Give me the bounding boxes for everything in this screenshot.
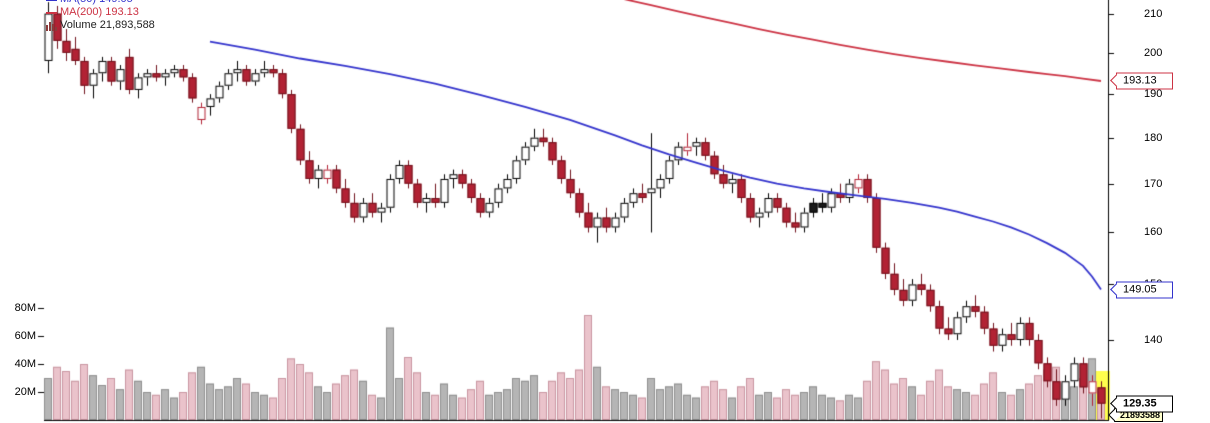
legend-ma200: MA(200) 193.13 <box>46 6 155 19</box>
price-callout: 193.13 <box>1116 72 1173 90</box>
price-tick-label: 170 <box>1144 177 1163 190</box>
legend-ma50: MA(50) 149.05 <box>46 0 155 6</box>
volume-bars-icon <box>46 21 57 31</box>
legend-ma200-label: MA(200) 193.13 <box>60 6 139 18</box>
price-tick-label: 140 <box>1144 333 1163 346</box>
volume-tick-label: 80M <box>14 302 36 314</box>
price-tick-label: 200 <box>1144 46 1163 59</box>
ma200-line-swatch <box>46 11 57 14</box>
legend-volume-label: Volume 21,893,588 <box>60 19 155 31</box>
chart-legend: MA(50) 149.05 MA(200) 193.13 Volume 21,8… <box>46 0 155 32</box>
legend-volume: Volume 21,893,588 <box>46 19 155 32</box>
price-tick-label: 210 <box>1144 7 1163 20</box>
price-tick-label: 190 <box>1144 88 1163 101</box>
price-callout: 129.35 <box>1116 395 1173 413</box>
price-callout: 149.05 <box>1116 281 1173 299</box>
legend-ma50-label: MA(50) 149.05 <box>60 0 133 6</box>
volume-tick-label: 20M <box>14 386 36 398</box>
volume-tick-label: 60M <box>14 330 36 342</box>
price-tick-label: 180 <box>1144 131 1163 144</box>
ma50-line-swatch <box>46 0 57 1</box>
volume-tick-label: 40M <box>14 358 36 370</box>
price-tick-label: 160 <box>1144 226 1163 239</box>
